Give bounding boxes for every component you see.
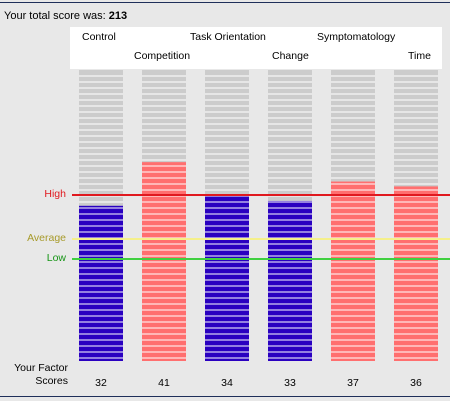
- factor-scores-label-line1: Your Factor: [14, 362, 68, 374]
- factor-score-0: 32: [95, 377, 107, 389]
- reference-label-low: Low: [46, 252, 66, 264]
- total-score: Your total score was: 213: [4, 10, 127, 22]
- top-rule: [0, 2, 450, 3]
- reference-label-average: Average: [27, 232, 66, 244]
- bar-symptomatology: [331, 181, 375, 361]
- bar-change: [268, 200, 312, 361]
- category-label-time: Time: [408, 50, 431, 62]
- category-label-change: Change: [272, 50, 309, 62]
- factor-scores-label-line2: Scores: [35, 375, 68, 387]
- category-label-competition: Competition: [134, 50, 191, 62]
- category-header: [70, 27, 442, 69]
- factor-score-4: 37: [347, 377, 359, 389]
- category-label-control: Control: [82, 31, 116, 43]
- bar-control: [79, 205, 123, 361]
- factor-score-3: 33: [284, 377, 296, 389]
- reference-label-high: High: [44, 188, 66, 200]
- factor-score-2: 34: [221, 377, 233, 389]
- bar-task-orientation: [205, 196, 249, 361]
- total-score-label: Your total score was:: [4, 10, 106, 22]
- factor-scores-label: Your Factor Scores: [0, 362, 68, 388]
- total-score-value: 213: [108, 10, 128, 22]
- factor-score-1: 41: [158, 377, 170, 389]
- factor-score-5: 36: [410, 377, 422, 389]
- bottom-rule: [0, 396, 450, 397]
- category-label-task-orientation: Task Orientation: [190, 31, 266, 43]
- category-label-symptomatology: Symptomatology: [317, 31, 396, 43]
